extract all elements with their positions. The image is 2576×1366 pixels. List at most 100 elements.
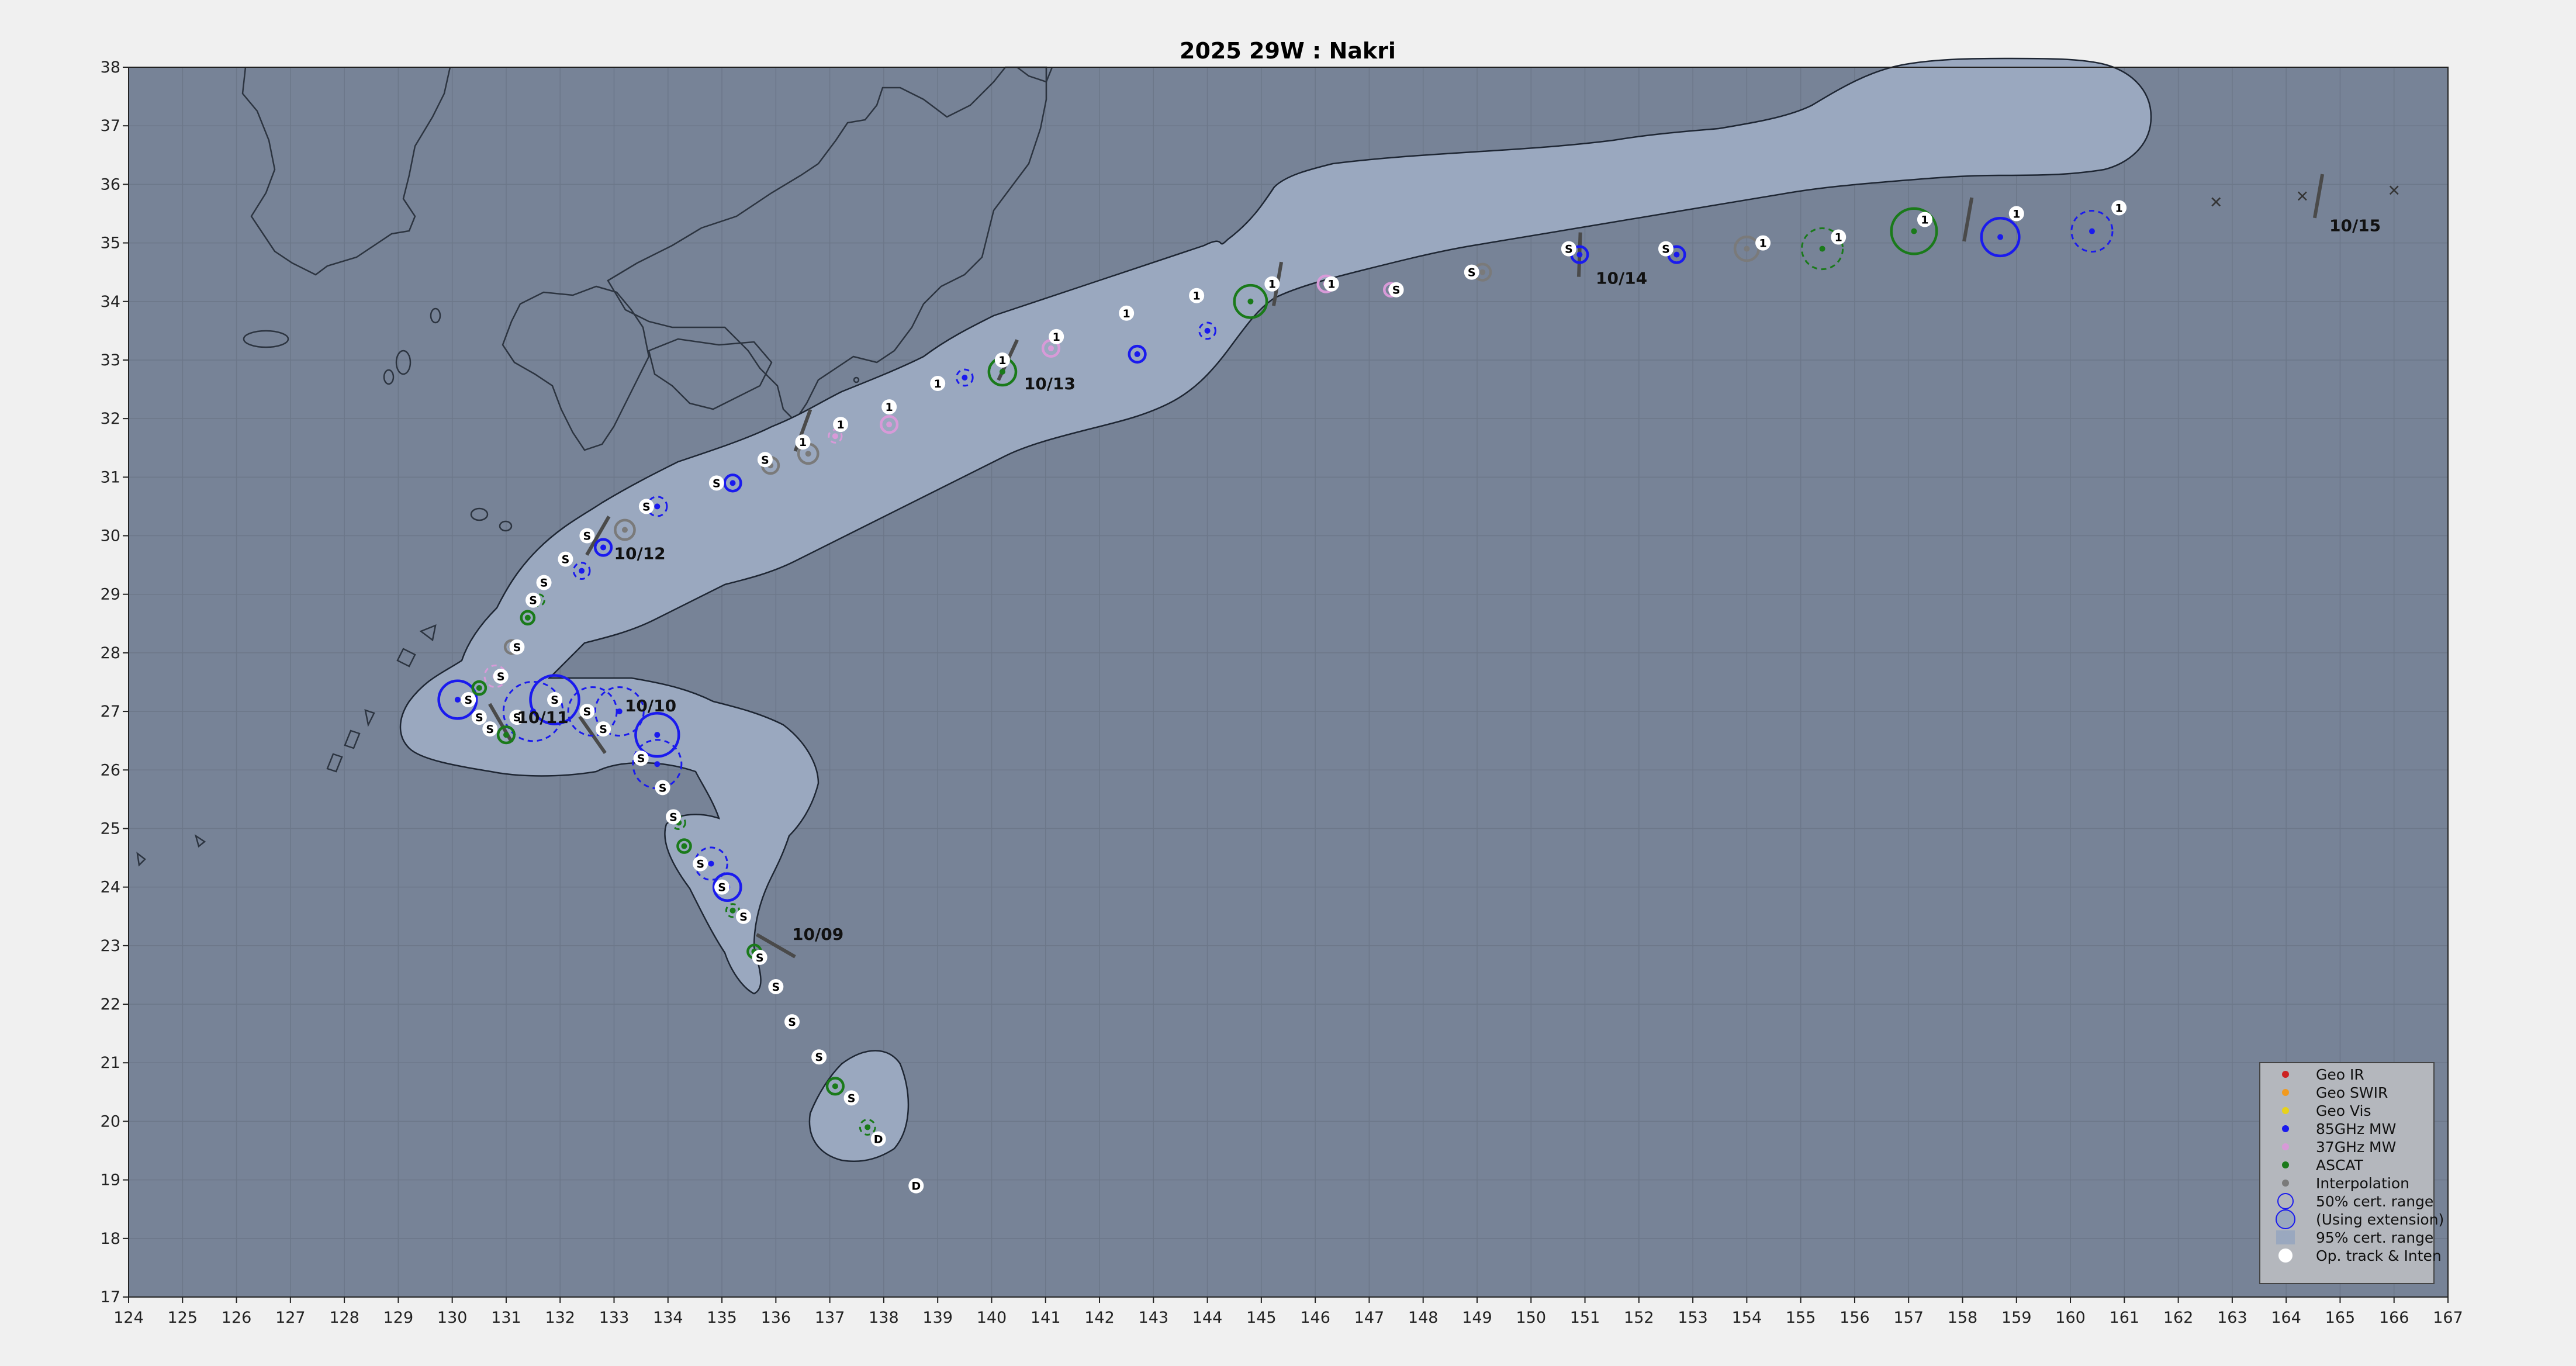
y-tick-label: 18 [101, 1230, 120, 1248]
x-tick-label: 158 [1948, 1309, 1978, 1327]
y-tick-label: 20 [101, 1112, 120, 1130]
op-track-point [908, 1178, 924, 1194]
op-track-point [1755, 235, 1771, 251]
date-labels: 10/09 10/10 10/11 10/12 10/13 10/14 10/15 [517, 216, 2381, 944]
x-tick-label: 159 [2001, 1309, 2032, 1327]
op-track-intensity: S [642, 500, 651, 513]
day-tick [2312, 174, 2325, 219]
x-tick-label: 153 [1678, 1309, 1708, 1327]
op-track-intensity: S [513, 711, 521, 724]
op-track-intensity: S [529, 594, 537, 607]
x-tick-label: 156 [1839, 1309, 1870, 1327]
op-track-intensity: S [718, 881, 726, 894]
coast-ryukyu [396, 648, 416, 668]
op-track-intensity: D [874, 1133, 883, 1146]
x-mark-stroke [2297, 191, 2307, 201]
coast-island [395, 350, 412, 375]
op-track-intensity: 1 [799, 436, 807, 449]
x-mark-stroke [2211, 197, 2221, 207]
fix-dot-mw85 [654, 761, 661, 767]
plot-frame [128, 67, 2449, 1298]
fix-dot-mw85 [454, 697, 461, 703]
x-tick-label: 139 [922, 1309, 953, 1327]
fix-circle-mw85 [2070, 209, 2114, 253]
date-label: 10/14 [1596, 269, 1647, 288]
legend-label: Geo IR [2316, 1066, 2364, 1083]
x-tick-label: 151 [1570, 1309, 1600, 1327]
op-track-intensity: S [739, 911, 748, 924]
y-tick-label: 19 [101, 1171, 120, 1189]
coast-island [383, 369, 395, 385]
op-track-point [1561, 241, 1576, 257]
op-track-intensity: 1 [1123, 307, 1130, 320]
op-track-point [579, 704, 595, 720]
fix-dot-ascat [503, 732, 509, 738]
fix-circle-mw85 [955, 368, 974, 387]
op-track-intensity: S [756, 952, 764, 964]
fix-circle-interp [614, 518, 636, 541]
op-track-point [881, 399, 897, 415]
op-track-point [536, 575, 552, 590]
x-tick-label: 127 [275, 1309, 306, 1327]
fix-dot-mw85 [616, 708, 623, 715]
y-tick-label: 30 [101, 527, 120, 545]
legend-label: 95% cert. range [2316, 1229, 2433, 1246]
fix-dot-interp [621, 527, 628, 533]
fix-dot-mw85 [530, 708, 537, 715]
coast-island [499, 520, 513, 532]
fix-circle-ascat [531, 593, 545, 607]
fix-circle-mw85 [1198, 321, 1216, 340]
op-track-intensity: S [1392, 284, 1401, 297]
op-track-point [1189, 288, 1205, 303]
coast-island [470, 507, 489, 521]
coast-jeju [243, 330, 289, 348]
y-tick-label: 33 [101, 351, 120, 369]
legend-entry: Geo Vis [2282, 1102, 2371, 1119]
legend-label: (Using extension) [2316, 1211, 2444, 1228]
legend-entry: Geo SWIR [2282, 1084, 2388, 1101]
x-tick-label: 146 [1300, 1309, 1330, 1327]
op-track-intensity: S [497, 670, 505, 683]
x-tick-label: 160 [2055, 1309, 2086, 1327]
x-tick-label: 149 [1462, 1309, 1492, 1327]
fix-circle-mw85 [723, 473, 742, 493]
op-track-point [638, 499, 654, 514]
op-track-point [509, 639, 525, 655]
date-label: 10/09 [792, 925, 843, 944]
y-tick-label: 25 [101, 819, 120, 838]
y-tick-label: 31 [101, 468, 120, 486]
op-track-intensity: 1 [1193, 290, 1201, 303]
date-label: 10/10 [625, 696, 676, 715]
op-track-intensity: 1 [1327, 278, 1335, 291]
x-mark [2389, 185, 2399, 195]
x-mark [2211, 197, 2221, 207]
op-track-intensity: S [583, 706, 592, 718]
forecast-x-marks [2211, 185, 2399, 207]
fix-dot-ascat [999, 368, 1005, 375]
legend-swatch [2277, 1193, 2294, 1209]
fix-dot-mw85 [654, 503, 661, 510]
fix-circle-ascat [825, 1077, 845, 1096]
x-tick-label: 161 [2110, 1309, 2140, 1327]
op-track-intensity: S [815, 1051, 823, 1064]
legend-label: Geo Vis [2316, 1102, 2371, 1119]
coast-ryukyu [326, 753, 343, 773]
op-track-intensity: S [513, 641, 521, 654]
fix-dot-mw85 [1673, 251, 1680, 258]
x-tick-label: 141 [1031, 1309, 1061, 1327]
x-tick-label: 152 [1624, 1309, 1654, 1327]
legend-entry: 95% cert. range [2276, 1229, 2433, 1246]
op-track-intensity: S [562, 554, 570, 566]
legend-label: 37GHz MW [2316, 1139, 2396, 1156]
op-track-point [1831, 229, 1847, 245]
legend-swatch [2282, 1180, 2289, 1187]
x-tick-label: 140 [977, 1309, 1007, 1327]
legend-swatch [2276, 1209, 2295, 1229]
legend-label: 50% cert. range [2316, 1193, 2433, 1210]
day-tick [755, 933, 796, 959]
legend-swatch [2282, 1071, 2289, 1078]
coast-shikoku [648, 338, 773, 410]
fix-circle-mw85 [1128, 344, 1147, 364]
coastlines [136, 66, 1053, 867]
